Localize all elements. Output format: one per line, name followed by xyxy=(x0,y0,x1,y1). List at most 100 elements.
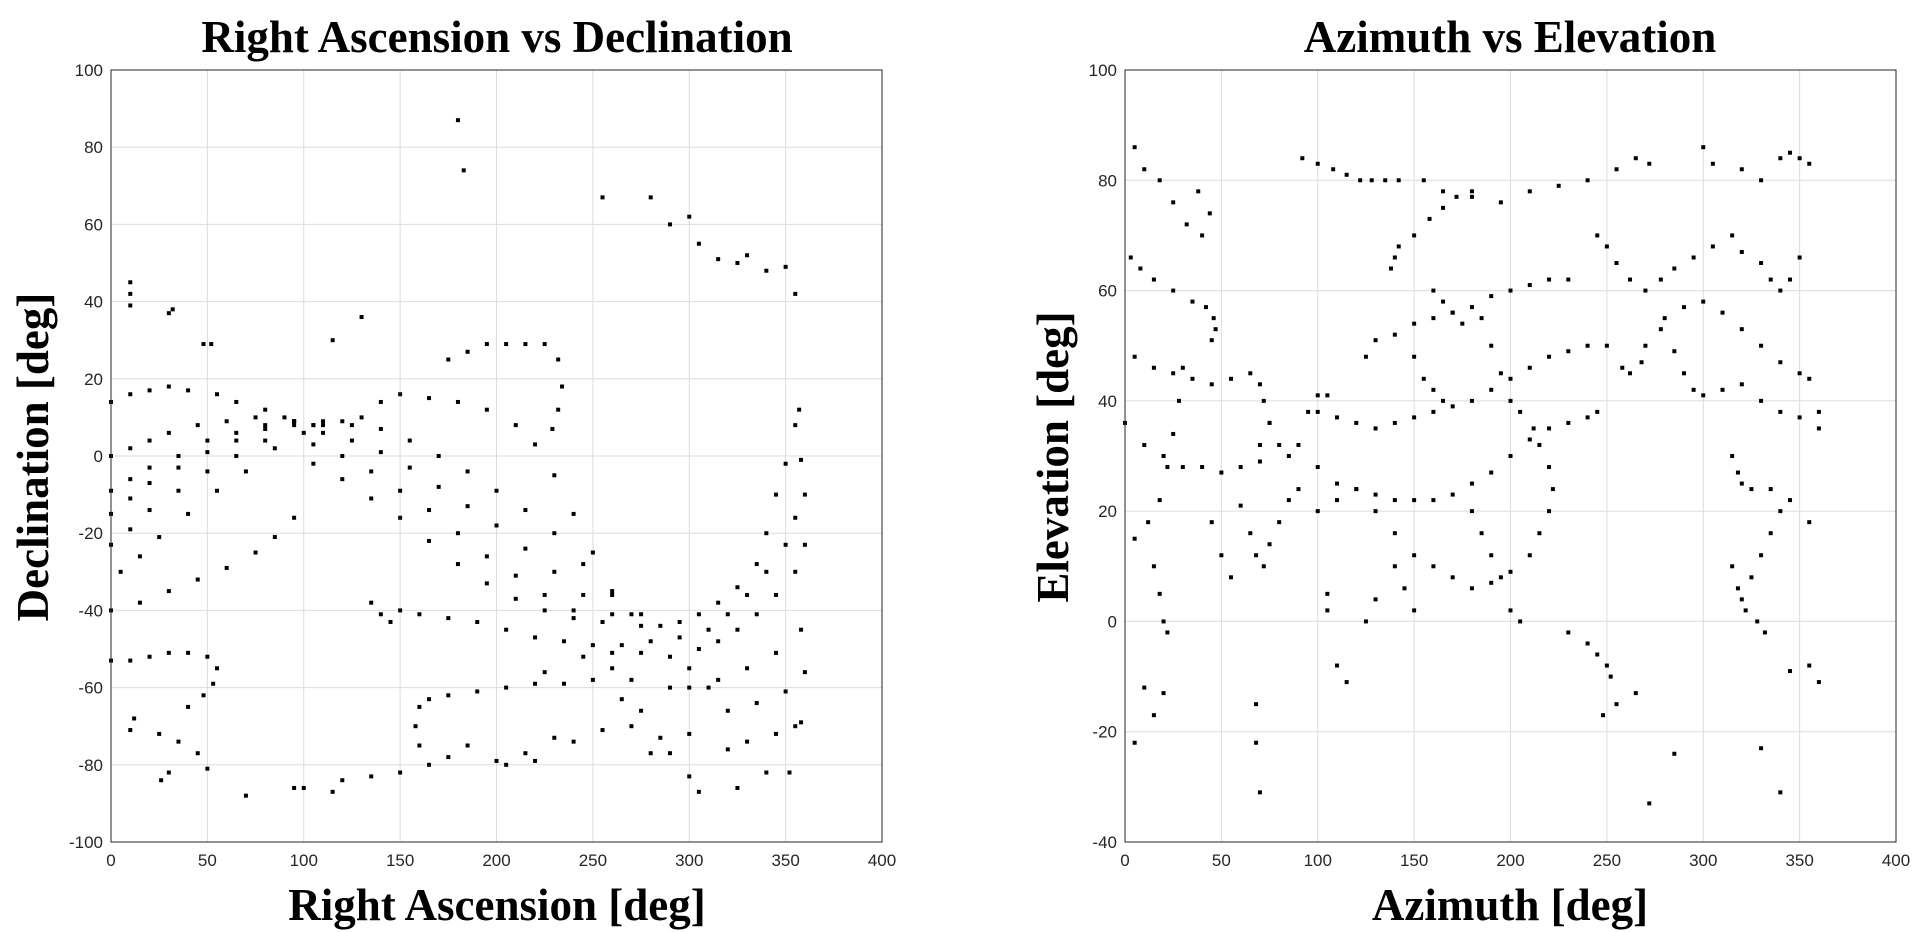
scatter-point xyxy=(1479,531,1484,536)
scatter-point xyxy=(1547,426,1552,431)
scatter-point xyxy=(1739,481,1744,486)
scatter-point xyxy=(1489,580,1494,585)
scatter-point xyxy=(1797,255,1802,260)
scatter-point xyxy=(1257,459,1262,464)
scatter-point xyxy=(1759,553,1764,558)
scatter-point xyxy=(205,469,210,474)
scatter-point xyxy=(147,438,152,443)
x-tick-label: 100 xyxy=(1304,851,1332,870)
scatter-point xyxy=(1469,194,1474,199)
scatter-point xyxy=(494,488,499,493)
scatter-point xyxy=(132,716,137,721)
scatter-point xyxy=(735,785,740,790)
scatter-point xyxy=(1608,674,1613,679)
scatter-point xyxy=(1816,680,1821,685)
scatter-point xyxy=(1171,371,1176,376)
scatter-point xyxy=(147,388,152,393)
scatter-point xyxy=(1392,420,1397,425)
scatter-point xyxy=(619,697,624,702)
scatter-point xyxy=(1238,503,1243,508)
scatter-point xyxy=(494,523,499,528)
scatter-point xyxy=(1431,288,1436,293)
scatter-point xyxy=(667,685,672,690)
scatter-point xyxy=(1354,420,1359,425)
scatter-point xyxy=(687,666,692,671)
scatter-point xyxy=(301,785,306,790)
scatter-point xyxy=(147,508,152,513)
scatter-point xyxy=(1759,398,1764,403)
scatter-point xyxy=(764,770,769,775)
scatter-point xyxy=(1735,470,1740,475)
scatter-point xyxy=(1335,663,1340,668)
scatter-point xyxy=(369,469,374,474)
scatter-point xyxy=(1200,465,1205,470)
scatter-point xyxy=(1681,305,1686,310)
scatter-point xyxy=(1547,277,1552,282)
scatter-point xyxy=(1412,608,1417,613)
y-axis-label: Elevation [deg] xyxy=(1028,311,1078,602)
scatter-point xyxy=(1138,266,1143,271)
scatter-point xyxy=(128,303,133,308)
x-axis-label: Right Ascension [deg] xyxy=(288,880,706,930)
scatter-point xyxy=(783,461,788,466)
scatter-point xyxy=(1157,498,1162,503)
scatter-point xyxy=(272,446,277,451)
scatter-point xyxy=(201,693,206,698)
scatter-point xyxy=(1743,608,1748,613)
scatter-point xyxy=(783,542,788,547)
scatter-point xyxy=(802,542,807,547)
scatter-point xyxy=(1550,487,1555,492)
scatter-point xyxy=(504,627,509,632)
scatter-points xyxy=(109,118,807,798)
scatter-point xyxy=(504,762,509,767)
y-tick-label: 80 xyxy=(1098,171,1117,190)
scatter-point xyxy=(725,708,730,713)
y-tick-label: -60 xyxy=(78,679,103,698)
scatter-point xyxy=(1489,294,1494,299)
scatter-point xyxy=(1229,575,1234,580)
chart-title: Azimuth vs Elevation xyxy=(1304,12,1717,62)
scatter-point xyxy=(1396,244,1401,249)
scatter-point xyxy=(787,770,792,775)
scatter-point xyxy=(523,546,528,551)
scatter-point xyxy=(1730,233,1735,238)
scatter-point xyxy=(340,477,345,482)
scatter-point xyxy=(1412,553,1417,558)
scatter-point xyxy=(1662,316,1667,321)
scatter-point xyxy=(1759,178,1764,183)
scatter-point xyxy=(1344,172,1349,177)
scatter-point xyxy=(1207,211,1212,216)
y-tick-label: -20 xyxy=(1092,723,1117,742)
scatter-point xyxy=(1720,387,1725,392)
tick-labels: 0 50 100 150 200 250 300 350 400 -40 -20 0 20 40 60 80 1… xyxy=(1089,61,1911,870)
scatter-point xyxy=(1257,790,1262,795)
scatter-point xyxy=(590,550,595,555)
scatter-point xyxy=(427,396,432,401)
y-tick-label: -80 xyxy=(78,756,103,775)
scatter-point xyxy=(523,508,528,513)
scatter-point xyxy=(427,697,432,702)
scatter-point xyxy=(1547,509,1552,514)
scatter-point xyxy=(1300,156,1305,161)
scatter-point xyxy=(1469,398,1474,403)
scatter-point xyxy=(1392,531,1397,536)
scatter-point xyxy=(1176,398,1181,403)
scatter-point xyxy=(725,612,730,617)
scatter-point xyxy=(1219,470,1224,475)
scatter-point xyxy=(619,643,624,648)
scatter-point xyxy=(1807,161,1812,166)
scatter-point xyxy=(1739,597,1744,602)
scatter-point xyxy=(186,650,191,655)
scatter-point xyxy=(330,338,335,343)
scatter-point xyxy=(639,612,644,617)
scatter-point xyxy=(610,650,615,655)
scatter-point xyxy=(1369,178,1374,183)
scatter-point xyxy=(166,589,171,594)
scatter-point xyxy=(542,670,547,675)
scatter-point xyxy=(215,392,220,397)
scatter-point xyxy=(128,527,133,532)
scatter-point xyxy=(282,415,287,420)
x-tick-label: 200 xyxy=(482,851,510,870)
scatter-point xyxy=(157,535,162,540)
scatter-point xyxy=(1277,520,1282,525)
